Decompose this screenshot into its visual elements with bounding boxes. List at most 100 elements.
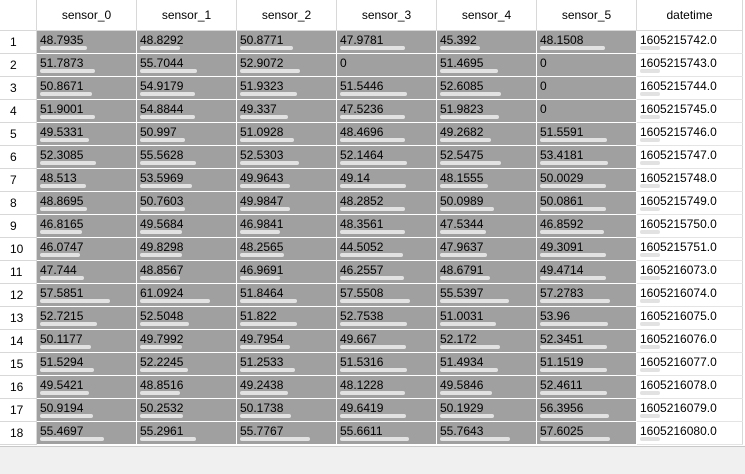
row-header[interactable]: 18 <box>0 421 37 445</box>
table-cell[interactable]: 48.1555 <box>436 168 537 192</box>
table-cell[interactable]: 1605216075.0 <box>636 306 743 330</box>
table-cell[interactable]: 51.7873 <box>36 53 137 77</box>
row-header[interactable]: 4 <box>0 99 37 123</box>
table-cell[interactable]: 51.5446 <box>336 76 437 100</box>
row-header[interactable]: 17 <box>0 398 37 422</box>
table-cell[interactable]: 50.997 <box>136 122 237 146</box>
table-cell[interactable]: 50.0029 <box>536 168 637 192</box>
table-cell[interactable]: 0 <box>536 76 637 100</box>
table-cell[interactable]: 1605215749.0 <box>636 191 743 215</box>
table-cell[interactable]: 47.9781 <box>336 30 437 54</box>
table-cell[interactable]: 48.1508 <box>536 30 637 54</box>
data-table-view[interactable]: sensor_0 sensor_1 sensor_2 sensor_3 sens… <box>0 0 745 447</box>
table-cell[interactable]: 46.9691 <box>236 260 337 284</box>
row-header[interactable]: 13 <box>0 306 37 330</box>
table-cell[interactable]: 1605215748.0 <box>636 168 743 192</box>
table-cell[interactable]: 48.8516 <box>136 375 237 399</box>
table-cell[interactable]: 1605215751.0 <box>636 237 743 261</box>
table-cell[interactable]: 1605215746.0 <box>636 122 743 146</box>
table-cell[interactable]: 53.5969 <box>136 168 237 192</box>
table-cell[interactable]: 52.5475 <box>436 145 537 169</box>
table-cell[interactable]: 1605216080.0 <box>636 421 743 445</box>
table-cell[interactable]: 52.6085 <box>436 76 537 100</box>
table-cell[interactable]: 49.337 <box>236 99 337 123</box>
column-header-datetime[interactable]: datetime <box>636 0 743 31</box>
table-cell[interactable]: 50.2532 <box>136 398 237 422</box>
row-header[interactable]: 12 <box>0 283 37 307</box>
table-cell[interactable]: 56.3956 <box>536 398 637 422</box>
table-cell[interactable]: 1605215747.0 <box>636 145 743 169</box>
table-cell[interactable]: 50.8671 <box>36 76 137 100</box>
table-cell[interactable]: 49.5331 <box>36 122 137 146</box>
table-cell[interactable]: 1605215745.0 <box>636 99 743 123</box>
table-cell[interactable]: 52.3451 <box>536 329 637 353</box>
table-cell[interactable]: 1605216079.0 <box>636 398 743 422</box>
table-cell[interactable]: 1605215743.0 <box>636 53 743 77</box>
table-cell[interactable]: 1605216078.0 <box>636 375 743 399</box>
row-header[interactable]: 3 <box>0 76 37 100</box>
row-header[interactable]: 9 <box>0 214 37 238</box>
table-cell[interactable]: 48.7935 <box>36 30 137 54</box>
table-cell[interactable]: 51.4934 <box>436 352 537 376</box>
table-cell[interactable]: 52.1464 <box>336 145 437 169</box>
table-cell[interactable]: 46.2557 <box>336 260 437 284</box>
table-cell[interactable]: 49.5846 <box>436 375 537 399</box>
table-cell[interactable]: 51.1519 <box>536 352 637 376</box>
table-cell[interactable]: 49.2438 <box>236 375 337 399</box>
table-cell[interactable]: 51.4695 <box>436 53 537 77</box>
table-cell[interactable]: 1605216076.0 <box>636 329 743 353</box>
corner-header[interactable] <box>0 0 37 31</box>
table-cell[interactable]: 47.5236 <box>336 99 437 123</box>
table-cell[interactable]: 49.7992 <box>136 329 237 353</box>
table-cell[interactable]: 49.9643 <box>236 168 337 192</box>
row-header[interactable]: 14 <box>0 329 37 353</box>
table-cell[interactable]: 51.0928 <box>236 122 337 146</box>
table-cell[interactable]: 52.3085 <box>36 145 137 169</box>
table-cell[interactable]: 48.8567 <box>136 260 237 284</box>
table-cell[interactable]: 46.0747 <box>36 237 137 261</box>
table-cell[interactable]: 50.1177 <box>36 329 137 353</box>
table-cell[interactable]: 55.6611 <box>336 421 437 445</box>
row-header[interactable]: 5 <box>0 122 37 146</box>
column-header-sensor-0[interactable]: sensor_0 <box>36 0 137 31</box>
table-cell[interactable]: 50.0861 <box>536 191 637 215</box>
table-cell[interactable]: 44.5052 <box>336 237 437 261</box>
row-header[interactable]: 15 <box>0 352 37 376</box>
table-cell[interactable]: 51.0031 <box>436 306 537 330</box>
table-cell[interactable]: 48.3561 <box>336 214 437 238</box>
table-cell[interactable]: 57.5851 <box>36 283 137 307</box>
table-cell[interactable]: 48.8695 <box>36 191 137 215</box>
column-header-sensor-3[interactable]: sensor_3 <box>336 0 437 31</box>
table-cell[interactable]: 55.7643 <box>436 421 537 445</box>
table-cell[interactable]: 1605216074.0 <box>636 283 743 307</box>
table-cell[interactable]: 55.7767 <box>236 421 337 445</box>
table-cell[interactable]: 53.4181 <box>536 145 637 169</box>
table-cell[interactable]: 51.9823 <box>436 99 537 123</box>
table-cell[interactable]: 61.0924 <box>136 283 237 307</box>
table-cell[interactable]: 51.822 <box>236 306 337 330</box>
row-header[interactable]: 8 <box>0 191 37 215</box>
table-cell[interactable]: 52.5048 <box>136 306 237 330</box>
table-cell[interactable]: 55.2961 <box>136 421 237 445</box>
table-cell[interactable]: 1605215744.0 <box>636 76 743 100</box>
table-cell[interactable]: 0 <box>336 53 437 77</box>
table-cell[interactable]: 52.2245 <box>136 352 237 376</box>
table-cell[interactable]: 55.4697 <box>36 421 137 445</box>
table-cell[interactable]: 46.8592 <box>536 214 637 238</box>
table-cell[interactable]: 53.96 <box>536 306 637 330</box>
table-cell[interactable]: 1605216073.0 <box>636 260 743 284</box>
table-cell[interactable]: 52.4611 <box>536 375 637 399</box>
table-cell[interactable]: 48.2565 <box>236 237 337 261</box>
table-cell[interactable]: 51.9001 <box>36 99 137 123</box>
table-cell[interactable]: 50.0989 <box>436 191 537 215</box>
row-header[interactable]: 1 <box>0 30 37 54</box>
column-header-sensor-4[interactable]: sensor_4 <box>436 0 537 31</box>
table-cell[interactable]: 49.14 <box>336 168 437 192</box>
table-cell[interactable]: 50.9194 <box>36 398 137 422</box>
table-cell[interactable]: 49.7954 <box>236 329 337 353</box>
row-header[interactable]: 2 <box>0 53 37 77</box>
table-cell[interactable]: 51.5316 <box>336 352 437 376</box>
table-cell[interactable]: 52.172 <box>436 329 537 353</box>
table-cell[interactable]: 51.9323 <box>236 76 337 100</box>
table-cell[interactable]: 51.8464 <box>236 283 337 307</box>
